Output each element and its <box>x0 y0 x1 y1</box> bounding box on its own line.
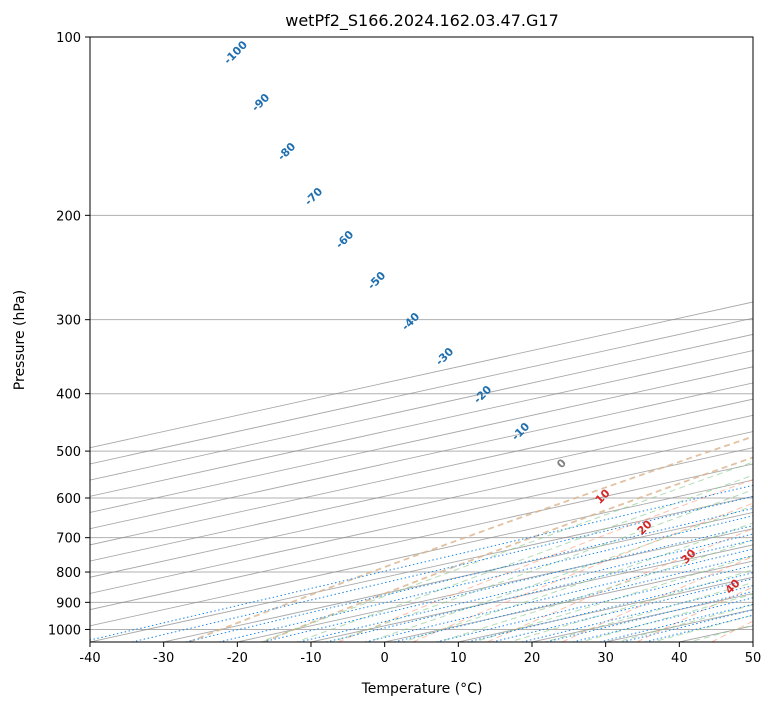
y-tick-label: 500 <box>56 445 81 460</box>
x-tick-label: -10 <box>300 651 321 666</box>
isotherm-line <box>90 317 753 465</box>
isotherm-line <box>90 398 753 546</box>
x-tick-label: -20 <box>227 651 248 666</box>
mixing-ratio-line <box>325 539 753 642</box>
isotherm-line <box>90 301 753 449</box>
isotherm-line <box>90 447 753 594</box>
isotherm-line <box>752 641 753 642</box>
x-tick-label: -30 <box>153 651 174 666</box>
y-tick-label: 400 <box>56 388 81 403</box>
mixing-ratio-line <box>394 555 753 642</box>
isotherm-line <box>90 414 753 562</box>
mixing-ratio-line <box>131 495 753 642</box>
isotherm-line <box>90 333 753 481</box>
x-tick-label: 40 <box>671 651 688 666</box>
x-tick-label: -40 <box>79 651 100 666</box>
x-tick-label: 30 <box>597 651 614 666</box>
y-tick-label: 800 <box>56 566 81 581</box>
isotherm-line <box>90 495 753 642</box>
isotherm-line <box>90 463 753 611</box>
plot-frame <box>89 36 754 643</box>
moist-adiabat <box>258 461 753 642</box>
x-axis-label: Temperature (°C) <box>361 681 483 697</box>
x-tick-label: 0 <box>381 651 389 666</box>
dry-adiabat <box>263 456 753 642</box>
y-tick-label: 200 <box>56 209 81 224</box>
background-lines <box>90 37 753 642</box>
chart-title: wetPf2_S166.2024.162.03.47.G17 <box>285 11 559 31</box>
moist-adiabat <box>401 522 753 642</box>
mixing-ratio-line <box>365 548 753 642</box>
y-tick-label: 1000 <box>48 623 81 638</box>
x-tick-label: 50 <box>745 651 762 666</box>
y-tick-label: 900 <box>56 596 81 611</box>
x-tick-label: 20 <box>524 651 541 666</box>
mixing-ratio-line <box>262 525 753 642</box>
isotherm-line <box>163 512 753 642</box>
y-tick-label: 700 <box>56 532 81 547</box>
y-tick-label: 600 <box>56 492 81 507</box>
moist-adiabat <box>330 489 753 642</box>
axes: -40 -30 -20 -10 0 10 20 30 40 50 100 200 300 400 500 60… <box>48 31 761 666</box>
y-tick-label: 300 <box>56 314 81 329</box>
moist-adiabat <box>472 555 753 642</box>
mixing-ratio-line <box>645 614 753 642</box>
isotherm-line <box>90 431 753 578</box>
isotherm-line <box>90 479 753 627</box>
isotherm-line <box>237 528 753 642</box>
y-axis-label: Pressure (hPa) <box>12 290 28 390</box>
plot-area <box>90 37 753 642</box>
y-tick-label: 100 <box>56 31 81 46</box>
dry-adiabat <box>487 528 753 642</box>
x-tick-label: 10 <box>450 651 467 666</box>
mixing-ratio-line <box>299 533 753 642</box>
dry-adiabat <box>338 479 753 642</box>
plot-background <box>90 37 753 642</box>
moist-adiabat <box>543 581 753 642</box>
dry-adiabat <box>188 435 753 642</box>
